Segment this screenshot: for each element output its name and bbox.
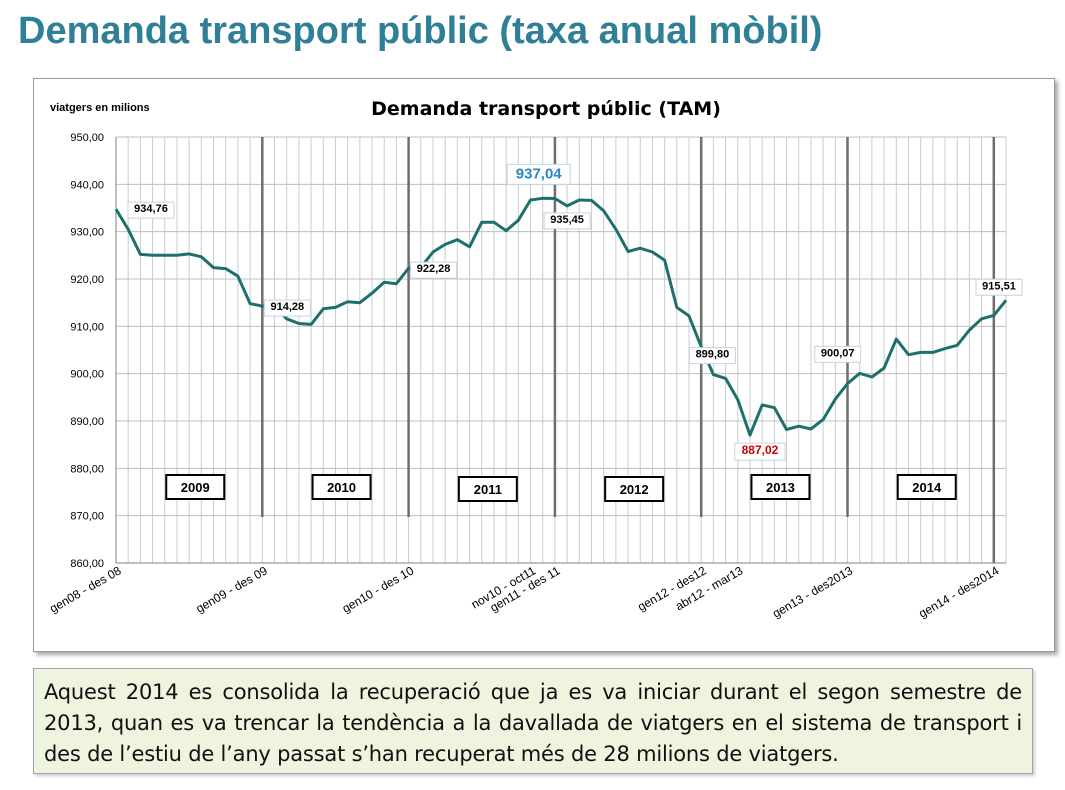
x-tick-label: gen13 - des2013 [770,563,855,620]
year-box [457,476,518,502]
chart-frame: viatgers en milions Demanda transport pú… [33,78,1055,652]
year-box-label: 2010 [327,480,356,495]
data-label: 900,07 [821,347,855,359]
year-box [896,474,957,500]
y-tick-label: 930,00 [70,227,104,239]
data-label: 899,80 [696,349,730,361]
y-tick-label: 860,00 [70,558,104,570]
year-box-label: 2012 [620,482,649,497]
year-box [750,474,811,500]
year-box-label: 2009 [181,480,210,495]
y-tick-label: 950,00 [70,132,104,144]
y-tick-label: 880,00 [70,463,104,475]
y-tick-label: 920,00 [70,274,104,286]
x-tick-label: gen14 - des2014 [916,563,1001,620]
x-tick-label: gen08 - des 08 [47,563,124,615]
x-tick-label: gen09 - des 09 [193,563,270,615]
plot-area: 950,00 940,00 930,00 920,00 910,00 900,00 890,… [47,132,1023,621]
data-label: 934,76 [134,203,168,215]
data-label: 922,28 [417,263,451,275]
y-tick-label: 900,00 [70,369,104,381]
commentary-box: Aquest 2014 es consolida la recuperació … [33,668,1033,774]
year-box-label: 2014 [912,480,942,495]
y-tick-label: 890,00 [70,416,104,428]
slide-title: Demanda transport públic (taxa anual mòb… [18,10,823,52]
year-box [165,474,226,500]
commentary-text: Aquest 2014 es consolida la recuperació … [44,680,1022,766]
year-box [311,474,372,500]
line-chart: viatgers en milions Demanda transport pú… [47,98,1023,621]
data-label: 937,04 [516,165,563,182]
data-label-box [127,201,175,219]
year-box-label: 2013 [766,480,795,495]
x-tick-label: gen10 - des 10 [340,563,417,615]
data-label-box [263,299,311,317]
data-label-box [688,347,736,365]
y-axis-label: viatgers en milions [50,102,150,114]
data-label-box [410,261,458,279]
series-line [114,196,1008,437]
data-label-box [734,442,786,461]
data-label: 887,02 [742,443,779,457]
data-label-box [543,212,591,230]
data-label-box [975,278,1023,296]
data-label-box [814,345,862,363]
data-label: 915,51 [982,280,1016,292]
data-label-box [506,163,571,185]
y-tick-label: 940,00 [70,179,104,191]
data-label: 914,28 [270,301,304,313]
data-label: 935,45 [550,214,584,226]
year-box-label: 2011 [474,482,502,497]
y-tick-label: 870,00 [70,511,104,523]
y-tick-label: 910,00 [70,321,104,333]
chart-title: Demanda transport públic (TAM) [371,98,721,120]
year-box [604,476,665,502]
